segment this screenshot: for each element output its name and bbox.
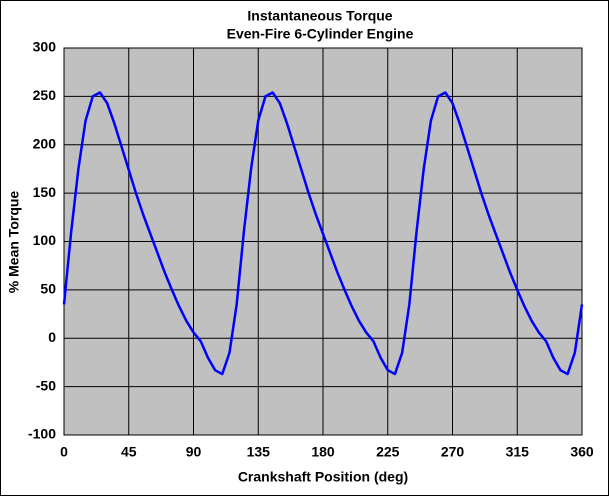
y-axis-label: % Mean Torque bbox=[6, 191, 22, 294]
x-tick-label: 360 bbox=[570, 444, 594, 460]
y-tick-label: 50 bbox=[40, 281, 56, 297]
y-tick-label: 200 bbox=[33, 135, 57, 151]
y-tick-label: 0 bbox=[48, 329, 56, 345]
x-tick-label: 270 bbox=[441, 444, 465, 460]
chart-subtitle: Even-Fire 6-Cylinder Engine bbox=[227, 26, 414, 42]
x-tick-label: 90 bbox=[186, 444, 202, 460]
x-tick-label: 0 bbox=[60, 444, 68, 460]
x-axis-label: Crankshaft Position (deg) bbox=[238, 469, 408, 485]
x-tick-label: 45 bbox=[121, 444, 137, 460]
x-tick-label: 135 bbox=[247, 444, 271, 460]
y-tick-label: -100 bbox=[28, 426, 56, 442]
y-tick-label: 150 bbox=[33, 184, 57, 200]
y-tick-label: 250 bbox=[33, 87, 57, 103]
data-line bbox=[62, 91, 584, 376]
x-tick-label: 315 bbox=[506, 444, 530, 460]
y-tick-label: 300 bbox=[33, 39, 57, 55]
x-tick-label: 225 bbox=[376, 444, 400, 460]
y-tick-label: 100 bbox=[33, 232, 57, 248]
y-tick-label: -50 bbox=[36, 377, 56, 393]
chart-title: Instantaneous Torque bbox=[247, 8, 392, 24]
x-tick-label: 180 bbox=[311, 444, 335, 460]
